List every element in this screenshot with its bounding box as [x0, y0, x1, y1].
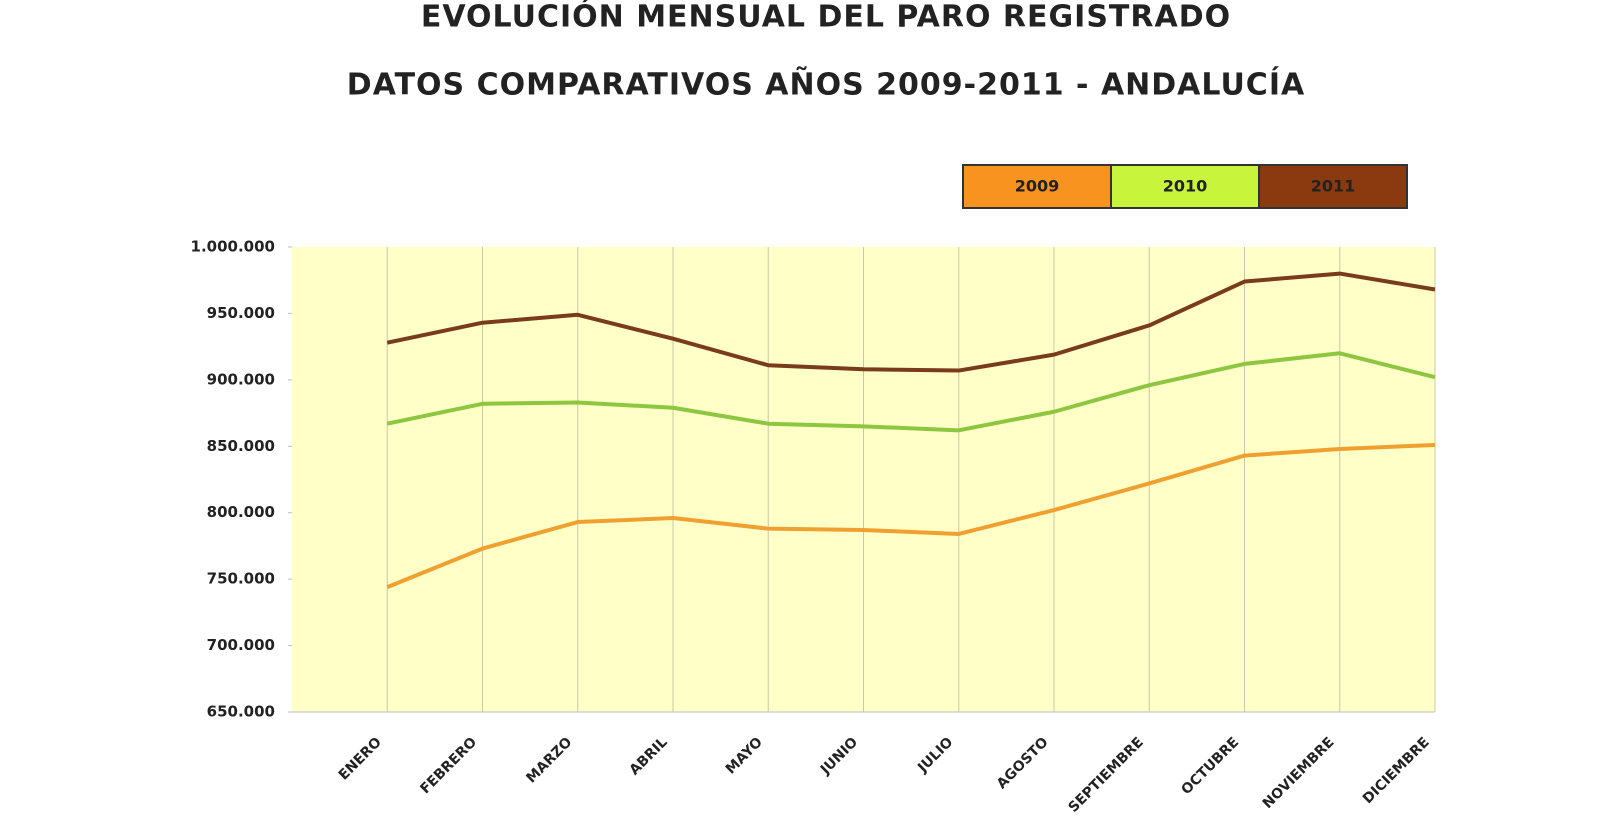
y-tick-label: 1.000.000 — [191, 238, 275, 256]
x-tick-label: JULIO — [914, 734, 956, 776]
y-tick-label: 800.000 — [207, 503, 275, 521]
line-series — [386, 351, 1436, 433]
x-tick-label: FEBRERO — [417, 734, 480, 797]
x-tick-label: NOVIEMBRE — [1260, 734, 1338, 812]
chart-title: EVOLUCIÓN MENSUAL DEL PARO REGISTRADO — [421, 0, 1231, 35]
y-tick-label: 900.000 — [207, 370, 275, 388]
legend-label: 2011 — [1311, 177, 1356, 196]
line-series — [386, 442, 1436, 589]
x-tick-label: MARZO — [523, 734, 575, 786]
chart-subtitle: DATOS COMPARATIVOS AÑOS 2009-2011 - ANDA… — [347, 66, 1305, 103]
x-tick-label: SEPTIEMBRE — [1065, 734, 1146, 815]
x-tick-label: AGOSTO — [994, 734, 1052, 792]
legend-swatch — [1258, 164, 1408, 209]
x-tick-label: ABRIL — [627, 734, 671, 778]
legend-label: 2009 — [1015, 177, 1060, 196]
y-tick-label: 650.000 — [207, 703, 275, 721]
x-tick-label: ENERO — [336, 734, 385, 783]
x-tick-label: JUNIO — [817, 734, 861, 778]
x-tick-label: DICIEMBRE — [1360, 734, 1433, 807]
y-tick-label: 750.000 — [207, 570, 275, 588]
y-tick-label: 700.000 — [207, 636, 275, 654]
line-series — [386, 271, 1436, 373]
y-tick-label: 950.000 — [207, 304, 275, 322]
y-tick-label: 850.000 — [207, 437, 275, 455]
x-tick-label: OCTUBRE — [1178, 734, 1242, 798]
x-tick-label: MAYO — [723, 734, 766, 777]
legend-label: 2010 — [1163, 177, 1208, 196]
